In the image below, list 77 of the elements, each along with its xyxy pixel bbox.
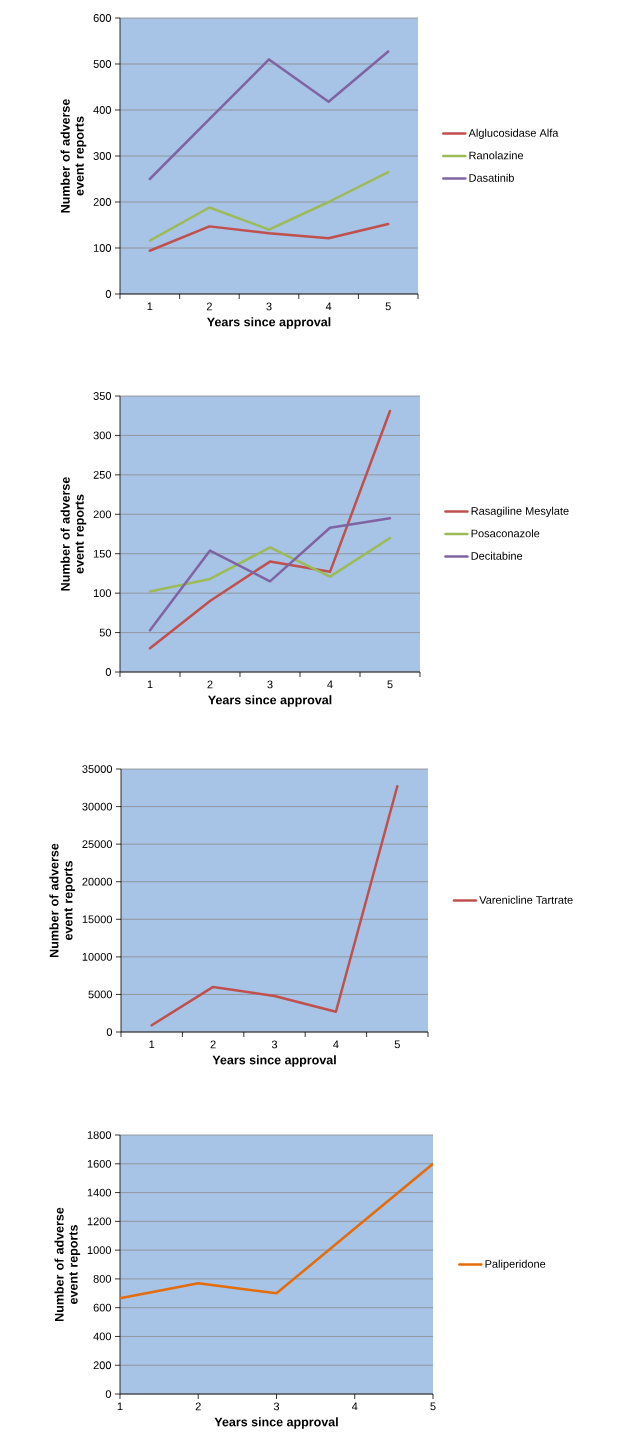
x-tick-label: 4 [351, 1402, 358, 1411]
legend-label: Rasagiline Mesylate [471, 506, 569, 518]
x-tick-label: 2 [207, 680, 213, 689]
y-tick-label: 500 [93, 60, 112, 68]
x-tick-label: 1 [117, 1402, 123, 1411]
legend-label: Paliperidone [485, 1259, 546, 1271]
line-series [120, 1162, 433, 1300]
y-tick-label: 200 [93, 510, 112, 519]
x-tick-label: 3 [266, 302, 272, 311]
x-axis-title: Years since approval [212, 1055, 336, 1067]
x-tick-label: 2 [195, 1402, 201, 1411]
legend-label: Dasatinib [469, 173, 514, 182]
line-series [148, 516, 392, 632]
y-tick-label: 100 [93, 244, 112, 252]
x-tick-label: 2 [210, 1040, 216, 1049]
y-tick-label: 100 [93, 589, 112, 598]
y-tick-label: 400 [93, 1332, 112, 1341]
x-axis-title: Years since approval [208, 695, 332, 707]
line-series [148, 170, 390, 242]
y-tick-label: 0 [105, 668, 112, 676]
y-tick-label: 1400 [87, 1188, 112, 1197]
y-tick-label: 300 [93, 152, 112, 160]
y-tick-label: 800 [93, 1275, 112, 1283]
y-tick-label: 250 [93, 470, 112, 479]
y-tick-label: 600 [93, 1303, 112, 1312]
legend-label: Alglucosidase Alfa [468, 128, 559, 140]
y-tick-label: 1600 [87, 1159, 112, 1168]
y-tick-label: 30000 [82, 802, 113, 811]
line-series [148, 50, 390, 181]
y-axis-title: Number of adverse event reports [54, 1207, 81, 1321]
y-axis-title: Number of adverse event reports [49, 843, 76, 957]
x-tick-label: 2 [206, 302, 212, 311]
x-tick-label: 3 [267, 680, 273, 689]
line-series [148, 222, 390, 253]
y-tick-label: 600 [93, 14, 112, 22]
y-tick-label: 5000 [88, 990, 113, 999]
line-series [148, 536, 392, 593]
x-tick-label: 1 [149, 1040, 155, 1049]
y-tick-label: 150 [93, 549, 112, 558]
y-tick-label: 1200 [87, 1217, 112, 1226]
x-axis-title: Years since approval [214, 1417, 338, 1429]
x-tick-label: 3 [273, 1402, 280, 1411]
x-tick-label: 4 [327, 680, 333, 689]
y-tick-label: 1000 [87, 1246, 112, 1255]
legend-label: Posaconazole [471, 529, 540, 538]
x-tick-label: 5 [394, 1040, 400, 1049]
y-tick-label: 0 [106, 1028, 113, 1036]
y-axis-title: Number of adverse event reports [60, 99, 87, 213]
y-tick-label: 35000 [82, 765, 113, 773]
x-tick-label: 5 [430, 1402, 436, 1411]
y-tick-label: 50 [99, 628, 112, 637]
x-tick-label: 1 [147, 302, 153, 311]
y-tick-label: 350 [93, 392, 112, 400]
legend-label: Decitabine [471, 551, 523, 560]
y-tick-label: 0 [105, 1390, 112, 1398]
y-tick-label: 400 [93, 106, 112, 114]
y-tick-label: 20000 [82, 877, 113, 886]
x-tick-label: 5 [385, 302, 391, 311]
y-tick-label: 25000 [82, 840, 113, 849]
y-tick-label: 0 [105, 290, 112, 298]
y-tick-label: 1800 [87, 1131, 112, 1139]
x-tick-label: 5 [387, 680, 393, 689]
legend-label: Ranolazine [469, 151, 524, 160]
x-tick-label: 1 [147, 680, 153, 689]
line-series [148, 409, 392, 650]
legend-label: Varenicline Tartrate [479, 895, 573, 904]
x-tick-label: 4 [325, 302, 332, 311]
y-tick-label: 200 [93, 1361, 112, 1370]
x-tick-label: 3 [271, 1040, 278, 1049]
y-tick-label: 10000 [82, 952, 113, 961]
y-tick-label: 300 [93, 431, 112, 440]
line-series [150, 785, 399, 1027]
x-tick-label: 4 [333, 1040, 339, 1049]
y-axis-title: Number of adverse event reports [60, 477, 87, 591]
x-axis-title: Years since approval [207, 317, 331, 329]
y-tick-label: 15000 [82, 915, 113, 924]
y-tick-label: 200 [93, 198, 112, 206]
